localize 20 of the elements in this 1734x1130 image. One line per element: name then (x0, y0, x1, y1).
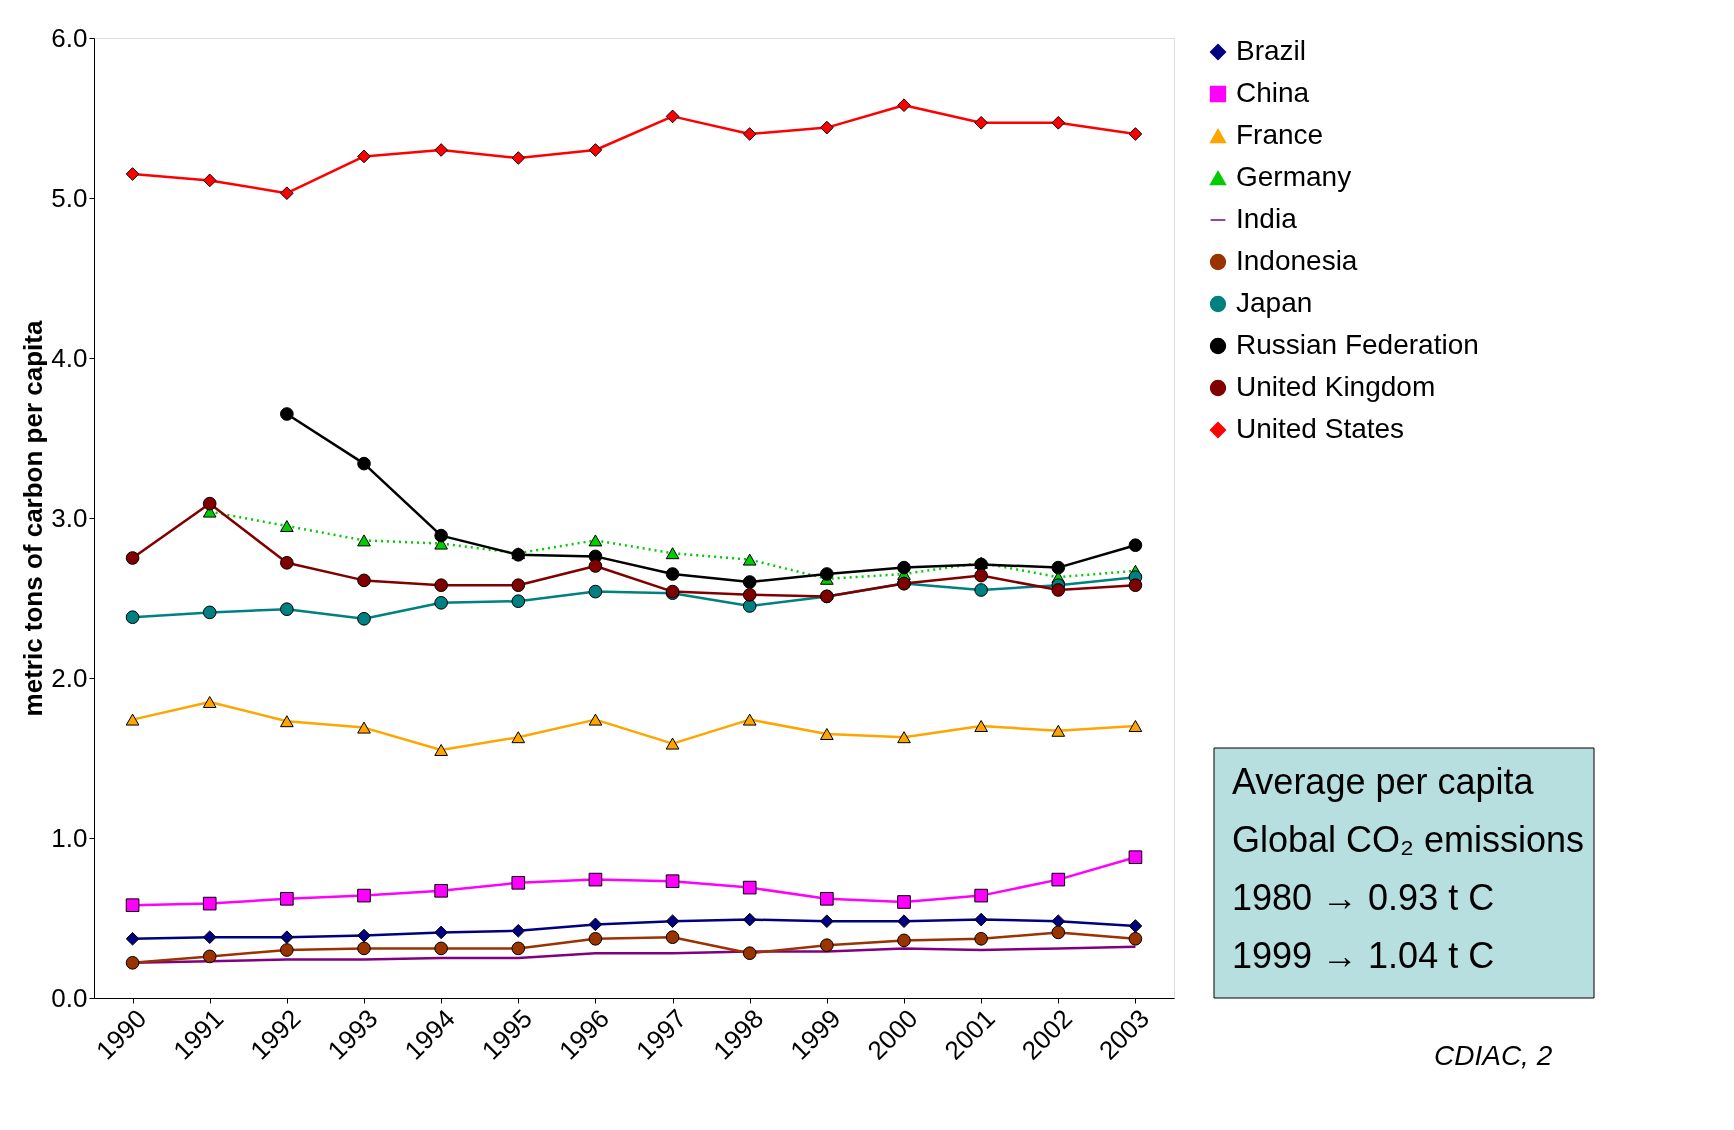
legend-label: India (1236, 203, 1298, 234)
y-tick-label: 2.0 (51, 662, 88, 693)
y-tick-label: 5.0 (51, 182, 88, 213)
legend-label: United Kingdom (1236, 371, 1436, 402)
y-tick-label: 4.0 (51, 342, 88, 373)
legend-label: China (1236, 77, 1310, 108)
legend-label: United States (1236, 413, 1405, 444)
legend-label: France (1236, 119, 1324, 150)
text: CDIAC, 2 (1434, 1040, 1553, 1071)
legend-label: Indonesia (1236, 245, 1358, 276)
legend-label: Japan (1236, 287, 1313, 318)
text: Average per capita Global CO₂ emissions 1980 → 0.93 t C 1999 → 1.04 t C (1232, 761, 1585, 976)
legend-label: Brazil (1236, 35, 1307, 66)
y-tick-label: 0.0 (51, 982, 88, 1013)
y-tick-label: 1.0 (51, 822, 88, 853)
y-tick-label: 6.0 (51, 22, 88, 53)
legend-label: Russian Federation (1236, 329, 1479, 360)
y-axis-title: metric tons of carbon per capita (18, 320, 49, 717)
legend-label: Germany (1236, 161, 1352, 192)
y-tick-label: 3.0 (51, 502, 88, 533)
